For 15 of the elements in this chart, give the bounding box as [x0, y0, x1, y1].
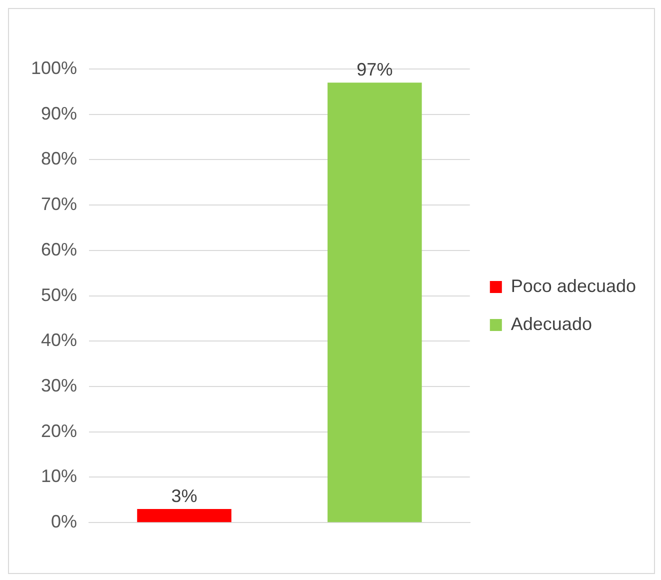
data-label: 97%	[356, 60, 393, 80]
y-tick-label: 80%	[41, 148, 78, 169]
y-tick-label: 90%	[41, 103, 78, 124]
y-tick-label: 40%	[41, 330, 78, 350]
legend-label: Poco adecuado	[510, 276, 636, 296]
y-tick-label: 100%	[30, 58, 78, 78]
data-label: 3%	[171, 486, 198, 506]
y-tick-label: 70%	[41, 194, 78, 214]
y-tick-label: 20%	[41, 420, 78, 441]
y-tick-label: 50%	[41, 284, 78, 305]
y-tick-label: 60%	[41, 239, 78, 260]
y-tick-label: 10%	[41, 466, 78, 486]
legend-label: Adecuado	[510, 314, 592, 334]
y-tick-label: 30%	[41, 375, 78, 396]
y-tick-label: 0%	[51, 512, 78, 532]
